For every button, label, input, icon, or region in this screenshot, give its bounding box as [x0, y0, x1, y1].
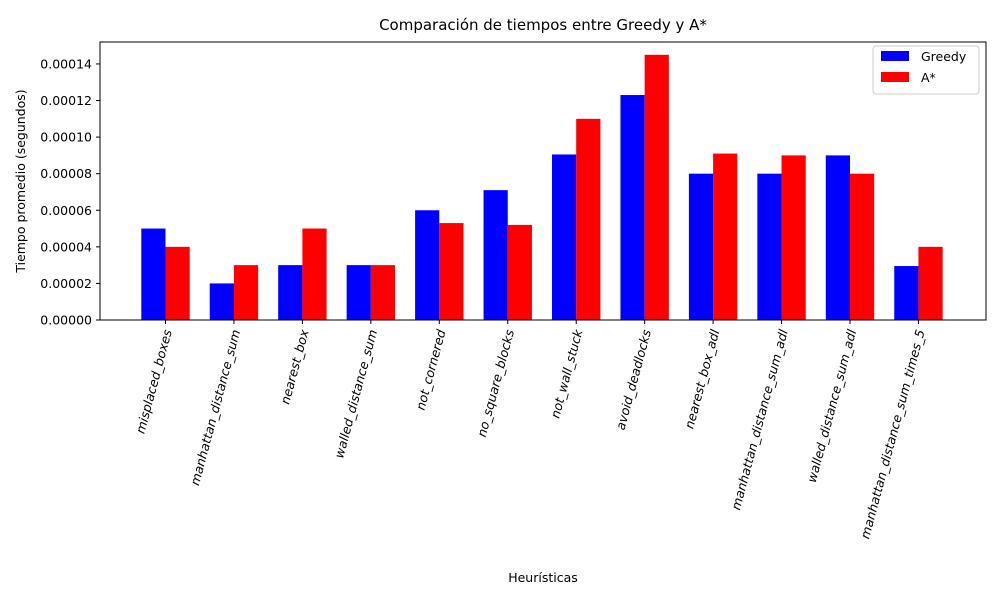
bar-astar-walled_distance_sum_adl	[850, 173, 875, 320]
x-tick-label: avoid_deadlocks	[613, 327, 654, 431]
legend-label-greedy: Greedy	[921, 49, 967, 64]
x-tick-label: no_square_blocks	[474, 327, 517, 438]
y-tick-label: 0.00004	[40, 239, 92, 254]
bar-greedy-not_wall_stuck	[552, 154, 577, 320]
bar-greedy-walled_distance_sum_adl	[825, 155, 850, 320]
x-tick-label: walled_distance_sum	[331, 328, 380, 460]
y-axis-title: Tiempo promedio (segundos)	[13, 89, 28, 273]
x-tick-label: manhattan_distance_sum_times_5	[857, 328, 927, 541]
bar-greedy-not_cornered	[415, 210, 440, 320]
y-tick-label: 0.00000	[40, 313, 92, 328]
legend-label-astar: A*	[921, 70, 936, 85]
bar-astar-manhattan_distance_sum_adl	[781, 155, 806, 320]
y-axis-ticks: 0.00000 0.00002 0.00004 0.00006 0.00008 0.000…	[40, 56, 100, 328]
chart-title: Comparación de tiempos entre Greedy y A*	[379, 16, 707, 34]
bar-astar-manhattan_distance_sum_times_5	[918, 246, 943, 320]
x-axis-title: Heurísticas	[508, 570, 578, 585]
legend: Greedy A*	[872, 45, 980, 95]
bar-greedy-manhattan_distance_sum_times_5	[894, 266, 919, 320]
legend-swatch-astar	[881, 72, 909, 82]
y-tick-label: 0.00008	[40, 166, 92, 181]
x-tick-label: manhattan_distance_sum_adl	[728, 327, 791, 511]
y-tick-label: 0.00012	[40, 93, 92, 108]
bar-greedy-walled_distance_sum	[346, 265, 371, 320]
plot-frame	[99, 41, 987, 321]
bar-greedy-manhattan_distance_sum_adl	[757, 173, 782, 320]
x-tick-label: manhattan_distance_sum	[187, 328, 243, 487]
bar-astar-nearest_box	[302, 228, 327, 320]
x-tick-label: not_wall_stuck	[547, 327, 585, 420]
bar-astar-avoid_deadlocks	[644, 54, 669, 321]
legend-swatch-greedy	[881, 51, 909, 61]
y-tick-label: 0.00014	[40, 56, 92, 71]
y-tick-label: 0.00010	[40, 130, 92, 145]
x-tick-label: walled_distance_sum_adl	[804, 327, 859, 484]
bar-astar-manhattan_distance_sum	[233, 265, 259, 320]
y-tick-label: 0.00006	[40, 203, 92, 218]
x-tick-label: misplaced_boxes	[133, 327, 175, 435]
bar-astar-not_cornered	[439, 223, 464, 320]
bar-greedy-avoid_deadlocks	[620, 95, 645, 320]
x-tick-label: nearest_box_adl	[681, 327, 722, 430]
bar-astar-walled_distance_sum	[370, 265, 396, 320]
bar-astar-no_square_blocks	[507, 224, 532, 320]
y-tick-label: 0.00002	[40, 276, 92, 291]
bar-astar-not_wall_stuck	[576, 118, 601, 320]
bar-astar-nearest_box_adl	[713, 153, 738, 320]
bar-greedy-no_square_blocks	[483, 190, 508, 320]
x-tick-label: nearest_box	[277, 327, 312, 406]
bar-greedy-manhattan_distance_sum	[209, 283, 234, 320]
bar-greedy-nearest_box	[278, 265, 303, 320]
bar-greedy-misplaced_boxes	[141, 228, 166, 320]
bar-astar-misplaced_boxes	[165, 246, 190, 320]
x-tick-label: not_cornered	[413, 328, 449, 412]
bars-layer	[141, 54, 943, 321]
bar-greedy-nearest_box_adl	[688, 173, 714, 320]
x-axis-ticks: misplaced_boxes manhattan_distance_sum nea…	[133, 320, 928, 540]
